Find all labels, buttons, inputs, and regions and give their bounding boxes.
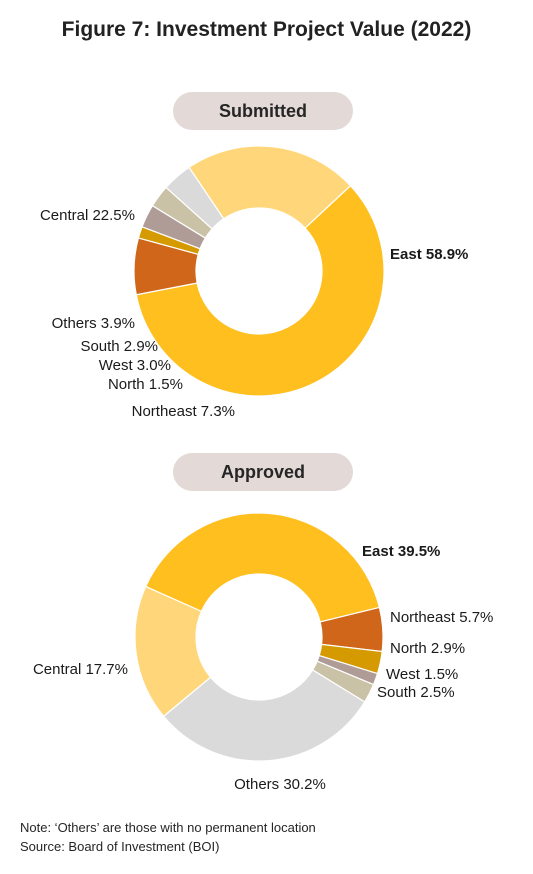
submitted-label-west: West 3.0% [99, 357, 171, 374]
approved-label-south: South 2.5% [377, 684, 455, 701]
approved-label-north: North 2.9% [390, 640, 465, 657]
approved-label-northeast: Northeast 5.7% [390, 609, 493, 626]
approved-slice-central [134, 585, 212, 718]
submitted-label-south: South 2.9% [80, 338, 158, 355]
figure-title: Figure 7: Investment Project Value (2022… [61, 18, 472, 41]
approved-label-central: Central 17.7% [33, 661, 128, 678]
submitted-donut-chart: East 58.9% Northeast 7.3% North 1.5% West 3… [40, 145, 468, 420]
source-text: Source: Board of Investment (BOI) [20, 839, 220, 854]
submitted-slice-central [188, 145, 352, 229]
approved-label-others: Others 30.2% [234, 776, 326, 793]
approved-slice-east [144, 512, 381, 623]
approved-slice-others [162, 669, 366, 762]
submitted-label-central: Central 22.5% [40, 207, 135, 224]
submitted-label-others: Others 3.9% [52, 315, 135, 332]
note-text: Note: ‘Others’ are those with no permane… [20, 820, 316, 835]
submitted-label-north: North 1.5% [108, 376, 183, 393]
submitted-chart-title: Submitted [173, 92, 353, 130]
submitted-label-east: East 58.9% [390, 246, 468, 263]
approved-label-east: East 39.5% [362, 543, 440, 560]
approved-label-west: West 1.5% [386, 666, 458, 683]
notes-block: Note: ‘Others’ are those with no permane… [20, 818, 316, 856]
approved-donut-chart: East 39.5% Northeast 5.7% North 2.9% West 1… [33, 512, 493, 793]
submitted-label-northeast: Northeast 7.3% [132, 403, 235, 420]
approved-chart-title: Approved [173, 453, 353, 491]
submitted-slice-east [135, 184, 385, 397]
